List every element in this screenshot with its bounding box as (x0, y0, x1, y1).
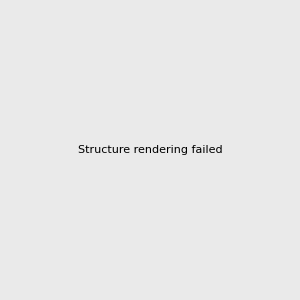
Text: Structure rendering failed: Structure rendering failed (78, 145, 222, 155)
